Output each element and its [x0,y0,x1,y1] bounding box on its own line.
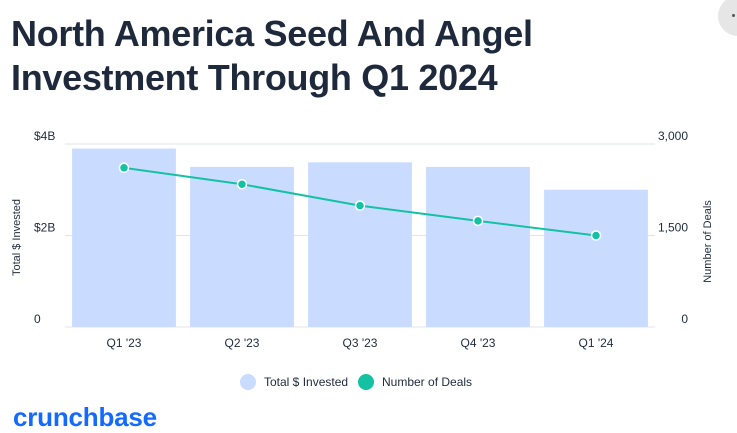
legend-label-number-of-deals: Number of Deals [382,375,473,389]
bar-0 [72,148,176,327]
x-tick-label-4: Q1 '24 [579,336,614,350]
bar-2 [308,162,412,327]
y-tick-label-0: 0 [34,312,41,326]
x-tick-label-2: Q3 '23 [343,336,378,350]
menu-button[interactable] [718,0,737,36]
chart-title-line-2: Investment Through Q1 2024 [11,57,498,98]
deals-point-1 [236,179,248,190]
deals-point-0 [118,162,130,174]
deals-point-2 [354,200,366,211]
y2-axis-title: Number of Deals [702,200,714,283]
deals-point-4 [590,230,602,241]
legend-label-total-invested: Total $ Invested [264,375,349,389]
x-tick-label-0: Q1 '23 [107,336,142,350]
y-axis-title: Total $ Invested [11,199,23,276]
x-tick-label-3: Q4 '23 [461,336,496,350]
chart-title: North America Seed And Angel Investment … [11,12,651,100]
legend-item-number-of-deals: Number of Deals [358,374,472,390]
legend-swatch-line [358,374,374,390]
bar-1 [190,166,294,327]
y-tick-label-2: $4B [34,129,55,143]
y2-tick-label-2: 3,000 [658,129,688,143]
legend-item-total-invested: Total $ Invested [240,374,348,390]
y2-tick-label-1: 1,500 [658,221,688,235]
y-tick-label-1: $2B [34,221,55,235]
bar-3 [426,166,530,327]
crunchbase-logo: crunchbase [13,402,157,432]
more-icon [732,14,735,17]
y2-tick-label-0: 0 [681,312,688,326]
legend-swatch-bar [240,374,256,390]
bar-4 [544,189,648,327]
deals-point-3 [472,215,484,227]
chart-legend: Total $ Invested Number of Deals [0,374,737,394]
chart-area: 0 $2B $4B 0 1,500 3,000 Q1 '23 Q2 '23 Q3 '23 Q4 '… [11,129,714,350]
x-tick-label-1: Q2 '23 [225,336,260,350]
chart-title-line-1: North America Seed And Angel [11,13,533,54]
